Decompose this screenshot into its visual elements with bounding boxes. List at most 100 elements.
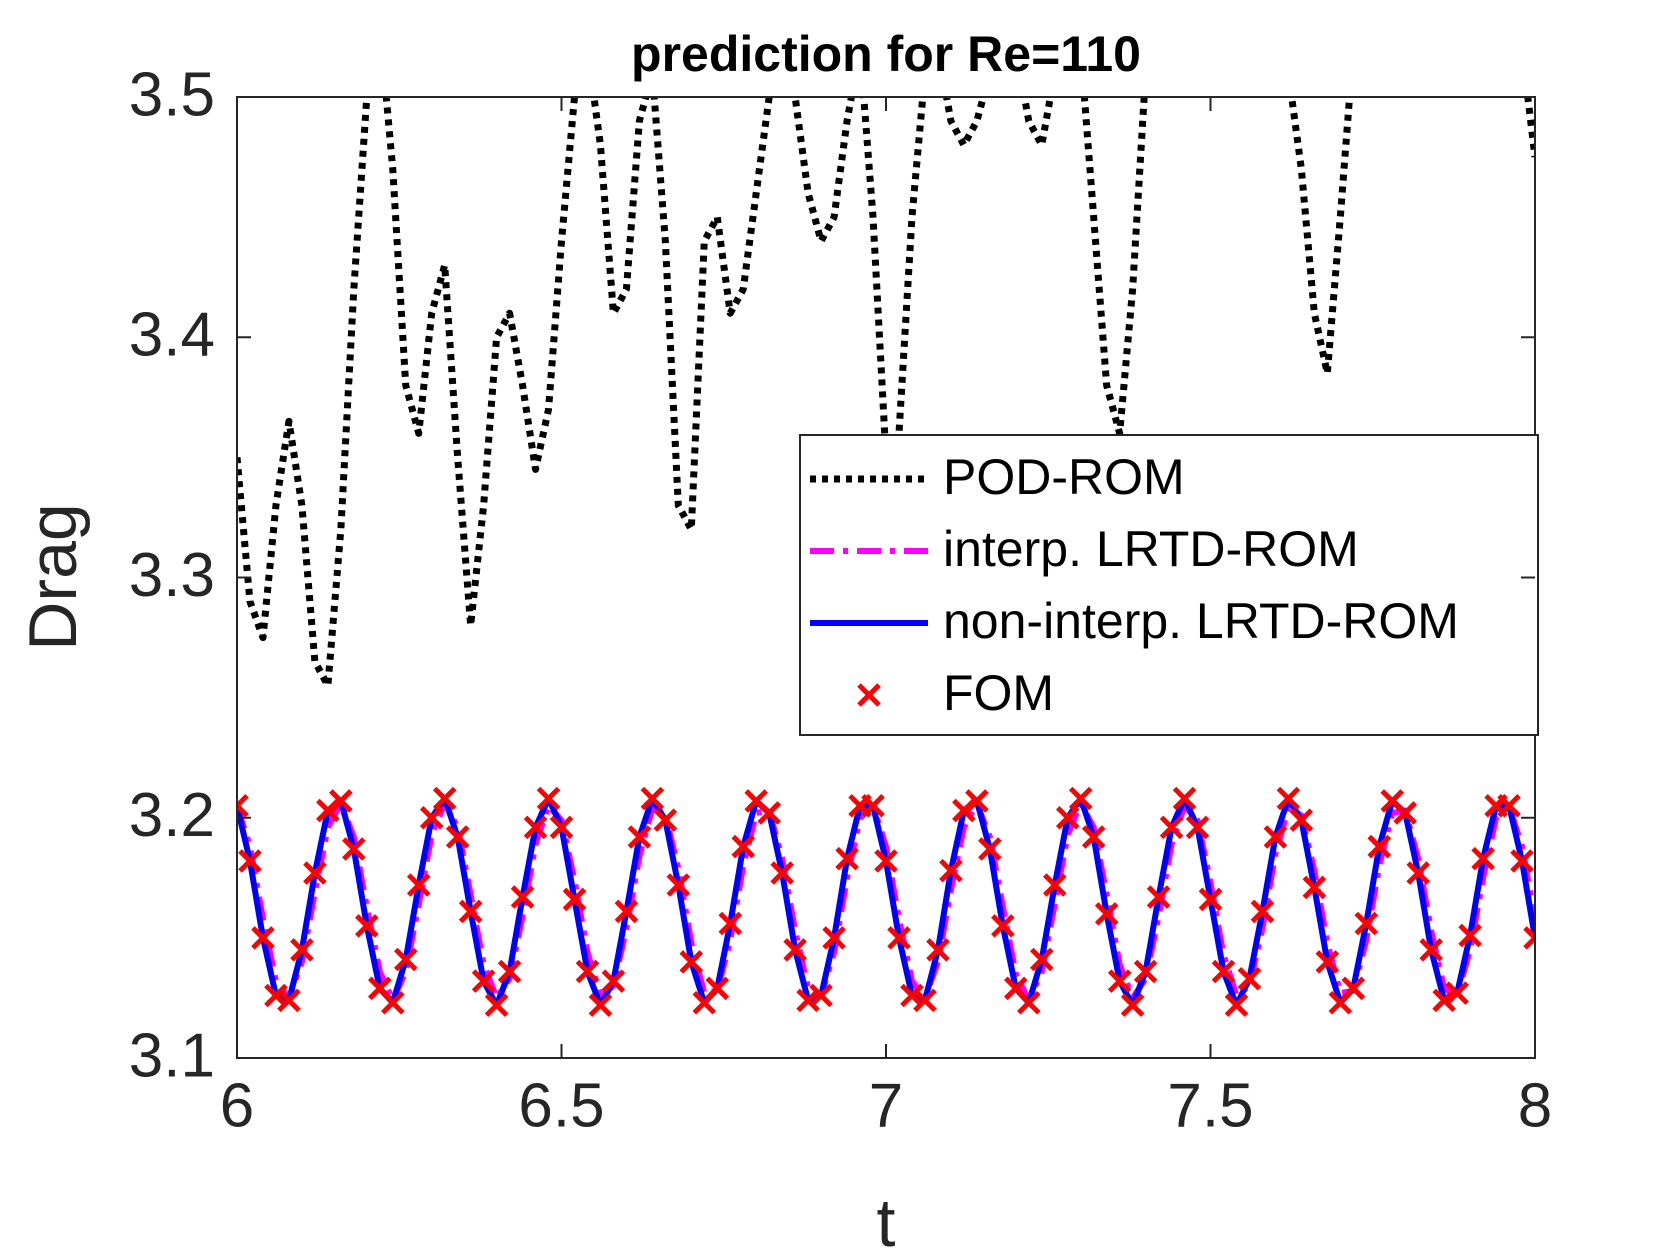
data-marker (770, 861, 794, 885)
data-marker (1068, 786, 1093, 811)
data-marker (640, 786, 665, 811)
data-marker (562, 887, 587, 912)
data-marker (588, 993, 613, 1017)
data-marker (783, 938, 807, 962)
x-tick-label: 6.5 (518, 1071, 604, 1140)
data-marker (1315, 950, 1340, 974)
data-marker (666, 873, 691, 897)
data-marker (926, 938, 950, 962)
data-marker (510, 885, 535, 909)
data-marker (1081, 825, 1106, 849)
data-marker (835, 846, 859, 871)
x-tick-label: 6 (220, 1071, 254, 1140)
legend-label: POD-ROM (943, 449, 1185, 505)
data-marker (1263, 825, 1288, 849)
legend-swatch (857, 683, 881, 707)
data-marker (471, 969, 496, 993)
data-marker (861, 793, 885, 818)
data-marker (290, 938, 314, 962)
y-tick-label: 3.4 (129, 301, 215, 370)
x-axis-label: t (877, 1185, 896, 1260)
data-marker (757, 801, 781, 825)
data-marker (718, 911, 743, 936)
data-marker (1393, 801, 1417, 825)
data-marker (1276, 786, 1301, 811)
data-marker (965, 789, 989, 813)
data-marker (1406, 861, 1430, 885)
data-marker (1471, 846, 1495, 871)
data-marker (1159, 815, 1184, 840)
y-tick-label: 3.2 (129, 781, 215, 850)
data-marker (887, 926, 911, 950)
data-marker (1497, 793, 1521, 818)
data-marker (1510, 849, 1534, 873)
data-marker (458, 899, 483, 924)
data-marker (1198, 887, 1223, 912)
data-marker (1146, 885, 1171, 909)
y-tick-label: 3.3 (129, 541, 215, 610)
data-marker (1211, 959, 1236, 984)
data-marker (1289, 808, 1314, 832)
data-marker (1250, 899, 1275, 924)
data-marker (536, 786, 561, 811)
legend-label: non-interp. LRTD-ROM (943, 593, 1459, 649)
data-marker (264, 983, 288, 1008)
data-marker (1029, 947, 1054, 972)
data-marker (653, 808, 678, 832)
data-marker (1120, 993, 1145, 1017)
series-line (237, 97, 1535, 690)
data-marker (1172, 786, 1197, 811)
data-marker (601, 969, 626, 993)
data-marker (251, 926, 275, 950)
legend: POD-ROM interp. LRTD-ROM non-interp. LRTD-… (799, 434, 1539, 736)
data-marker (238, 849, 262, 873)
data-marker (809, 983, 833, 1008)
data-marker (978, 837, 1002, 861)
series-line (237, 800, 1535, 1004)
plot-area (237, 97, 1535, 1017)
data-marker (497, 959, 522, 984)
data-marker (1432, 988, 1456, 1013)
data-marker (549, 815, 574, 840)
data-marker (731, 834, 755, 859)
data-marker (679, 950, 704, 974)
data-marker (874, 849, 898, 873)
data-marker (822, 926, 846, 950)
data-marker (1354, 911, 1379, 936)
data-marker (1133, 959, 1158, 984)
data-marker (1445, 981, 1469, 1005)
data-marker (303, 861, 327, 885)
y-tick-label: 3.5 (129, 60, 215, 129)
data-marker (342, 837, 366, 861)
data-marker (1042, 873, 1067, 897)
legend-label: interp. LRTD-ROM (943, 521, 1359, 577)
data-marker (1341, 976, 1366, 1001)
data-marker (900, 983, 924, 1008)
data-marker (1523, 926, 1535, 950)
legend-box (799, 434, 1539, 736)
data-marker (445, 825, 470, 849)
data-marker (796, 988, 820, 1013)
data-marker (1237, 966, 1262, 991)
data-marker (1107, 969, 1132, 993)
data-marker (277, 988, 301, 1013)
data-marker (575, 959, 600, 984)
x-tick-label: 7.5 (1167, 1071, 1253, 1140)
data-marker (627, 825, 652, 849)
data-marker (1224, 993, 1249, 1017)
y-tick-label: 3.1 (129, 1021, 215, 1090)
data-marker (1094, 902, 1119, 926)
x-tick-label: 8 (1518, 1071, 1552, 1140)
data-marker (614, 899, 639, 924)
data-marker (380, 990, 405, 1015)
chart-title: prediction for Re=110 (631, 26, 1141, 82)
data-marker (432, 786, 457, 811)
data-marker (1055, 805, 1080, 830)
data-marker (484, 993, 509, 1017)
data-marker (237, 793, 249, 818)
data-marker (406, 873, 431, 897)
data-marker (705, 976, 730, 1001)
data-marker (939, 858, 963, 883)
